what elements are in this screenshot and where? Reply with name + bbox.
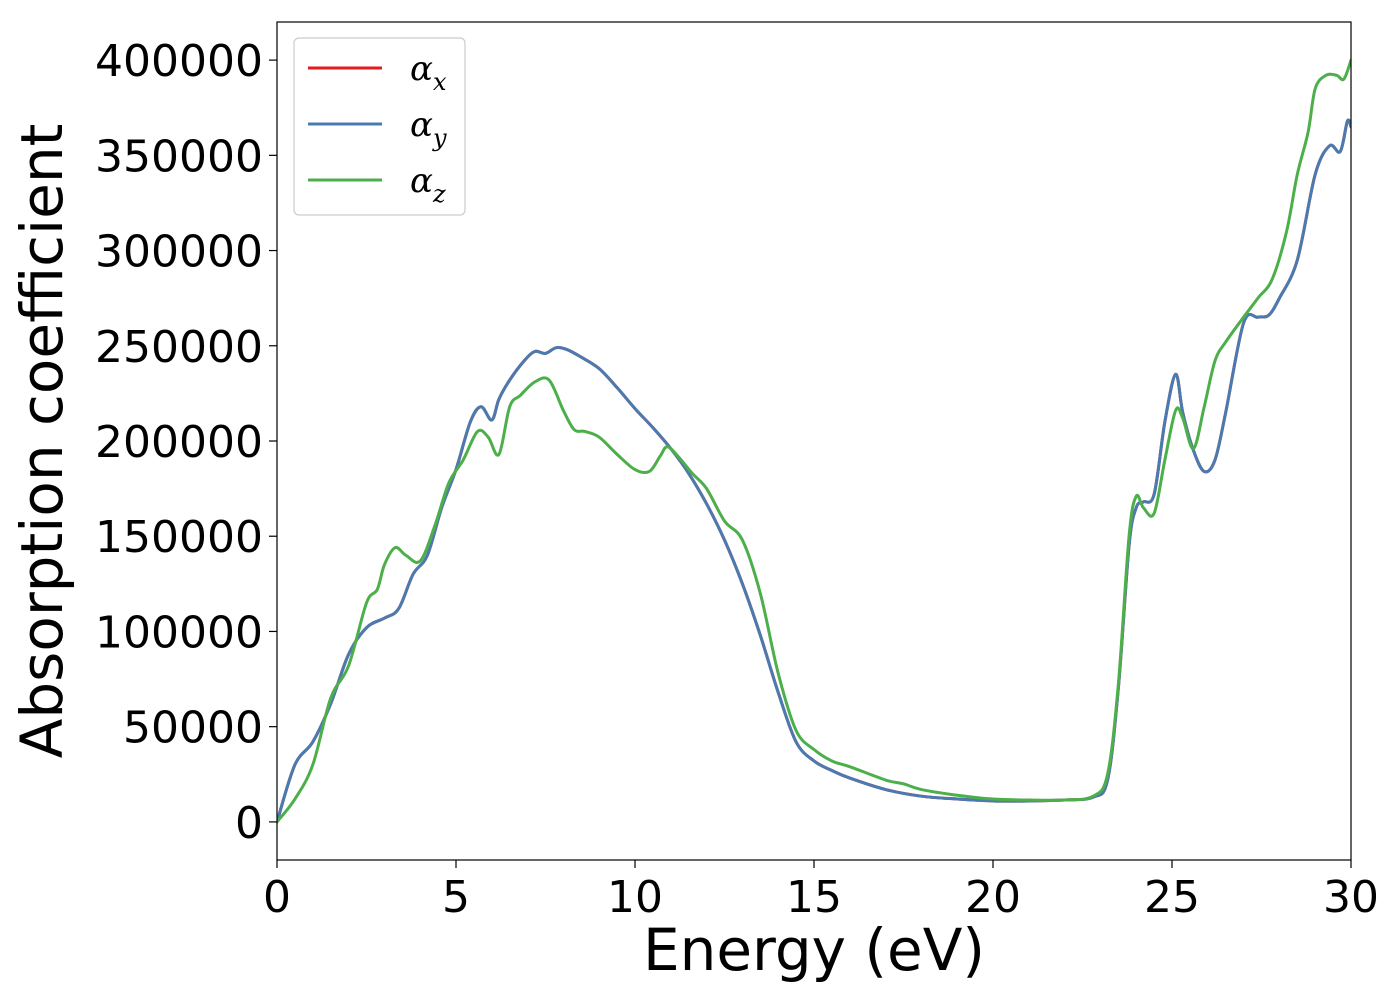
x-tick-label: 5 (442, 872, 470, 923)
y-axis-ticks: 0 50000 100000 150000 200000 250000 300000 3500… (95, 36, 277, 849)
y-tick-label: 250000 (95, 322, 263, 373)
y-tick-label: 400000 (95, 36, 263, 87)
y-tick-label: 350000 (95, 131, 263, 182)
y-tick-label: 200000 (95, 417, 263, 468)
y-tick-label: 300000 (95, 227, 263, 278)
x-axis-title: Energy (eV) (643, 916, 985, 984)
x-tick-label: 20 (965, 872, 1021, 923)
y-tick-label: 0 (235, 798, 263, 849)
series-line-y (277, 118, 1351, 824)
x-tick-label: 15 (786, 872, 842, 923)
x-tick-label: 0 (263, 872, 291, 923)
x-tick-label: 10 (607, 872, 663, 923)
legend-label-y: αy (410, 105, 447, 152)
x-tick-label: 30 (1323, 872, 1379, 923)
legend-label-x: αx (410, 49, 447, 96)
y-tick-label: 50000 (123, 703, 263, 754)
x-tick-label: 25 (1144, 872, 1200, 923)
legend-label-z: αz (410, 161, 446, 208)
legend-box (293, 37, 466, 216)
x-axis-ticks: 0 5 10 15 20 25 30 (263, 860, 1379, 923)
series-layer (277, 58, 1351, 824)
y-axis-title: Absorption coefficient (8, 124, 76, 759)
y-tick-label: 150000 (95, 512, 263, 563)
series-line-z (277, 58, 1351, 824)
y-tick-label: 100000 (95, 607, 263, 658)
legend: αx αy αz (293, 37, 466, 216)
